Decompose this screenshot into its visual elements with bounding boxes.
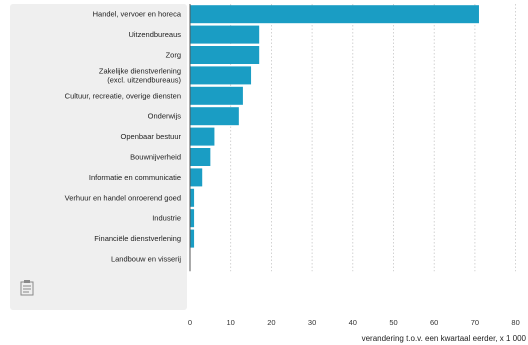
category-label: Zorg (166, 51, 181, 60)
bar (190, 209, 195, 228)
x-tick-label: 50 (389, 318, 397, 327)
category-label: Landbouw en visserij (111, 255, 181, 264)
category-label: Openbaar bestuur (121, 132, 182, 141)
x-tick-label: 10 (227, 318, 235, 327)
category-label: Cultuur, recreatie, overige diensten (65, 91, 181, 100)
category-label: Onderwijs (148, 112, 182, 121)
bar (190, 5, 479, 24)
document-icon (20, 280, 34, 296)
category-label: Financiële dienstverlening (94, 234, 181, 243)
x-tick-label: 0 (188, 318, 192, 327)
x-axis-title: verandering t.o.v. een kwartaal eerder, … (362, 334, 527, 343)
x-tick-label: 60 (430, 318, 438, 327)
category-label: Handel, vervoer en horeca (93, 10, 182, 19)
category-label: Verhuur en handel onroerend goed (65, 193, 181, 202)
category-label: Zakelijke dienstverlening (99, 66, 181, 75)
x-tick-label: 20 (267, 318, 275, 327)
category-label: Informatie en communicatie (89, 173, 181, 182)
bar (190, 25, 260, 44)
category-label: (excl. uitzendbureaus) (107, 75, 181, 84)
category-label: Uitzendbureaus (128, 30, 181, 39)
x-tick-label: 30 (308, 318, 316, 327)
bar (190, 229, 195, 248)
category-label: Bouwnijverheid (130, 153, 181, 162)
bar (190, 107, 239, 126)
bar (190, 188, 195, 207)
bar (190, 66, 252, 85)
x-tick-label: 40 (349, 318, 357, 327)
bar (190, 46, 260, 64)
category-label-panel (10, 4, 187, 310)
x-tick-label: 70 (471, 318, 479, 327)
bar (190, 168, 203, 187)
category-label: Industrie (152, 214, 181, 223)
bar (190, 127, 215, 146)
bar (190, 148, 211, 166)
x-tick-label: 80 (511, 318, 519, 327)
bar (190, 86, 243, 105)
